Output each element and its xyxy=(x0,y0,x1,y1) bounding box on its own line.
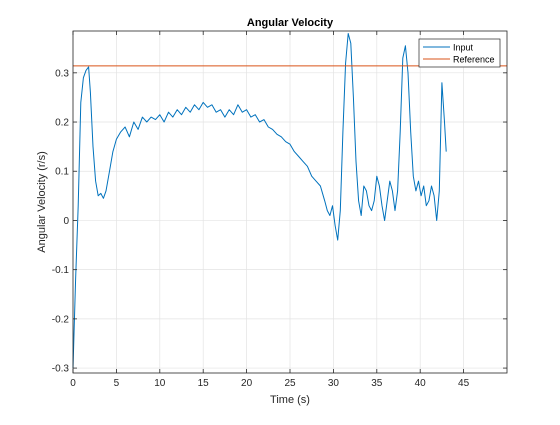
x-tick-label: 15 xyxy=(198,378,210,389)
x-axis-label: Time (s) xyxy=(270,394,310,406)
y-tick-label: 0.1 xyxy=(55,167,69,178)
y-tick-label: 0.3 xyxy=(55,68,69,79)
y-tick-label: -0.3 xyxy=(52,364,70,375)
x-tick-label: 5 xyxy=(114,378,120,389)
x-tick-label: 0 xyxy=(70,378,76,389)
tick-layer: 0 5 10 15 20 25 30 35 40 45 -0.3 -0.2 -0.1 0 0.1 0.2 0.3 xyxy=(52,31,507,389)
x-tick-label: 45 xyxy=(458,378,470,389)
y-tick-label: -0.1 xyxy=(52,265,70,276)
legend-box xyxy=(418,38,501,68)
x-tick-label: 30 xyxy=(328,378,340,389)
x-tick-label: 20 xyxy=(241,378,253,389)
x-tick-label: 40 xyxy=(415,378,427,389)
legend-label-reference: Reference xyxy=(453,55,495,65)
chart-title: Angular Velocity xyxy=(247,17,334,29)
y-axis-label: Angular Velocity (r/s) xyxy=(36,151,48,252)
x-tick-label: 35 xyxy=(371,378,383,389)
x-tick-label: 10 xyxy=(154,378,166,389)
grid-lines xyxy=(72,31,507,373)
y-tick-label: -0.2 xyxy=(52,314,70,325)
y-tick-label: 0.2 xyxy=(55,118,69,129)
y-tick-label: 0 xyxy=(63,216,69,227)
x-tick-label: 25 xyxy=(284,378,296,389)
legend-label-input: Input xyxy=(453,43,474,53)
series-line-input xyxy=(72,33,447,369)
legend: Input Reference xyxy=(418,38,501,68)
